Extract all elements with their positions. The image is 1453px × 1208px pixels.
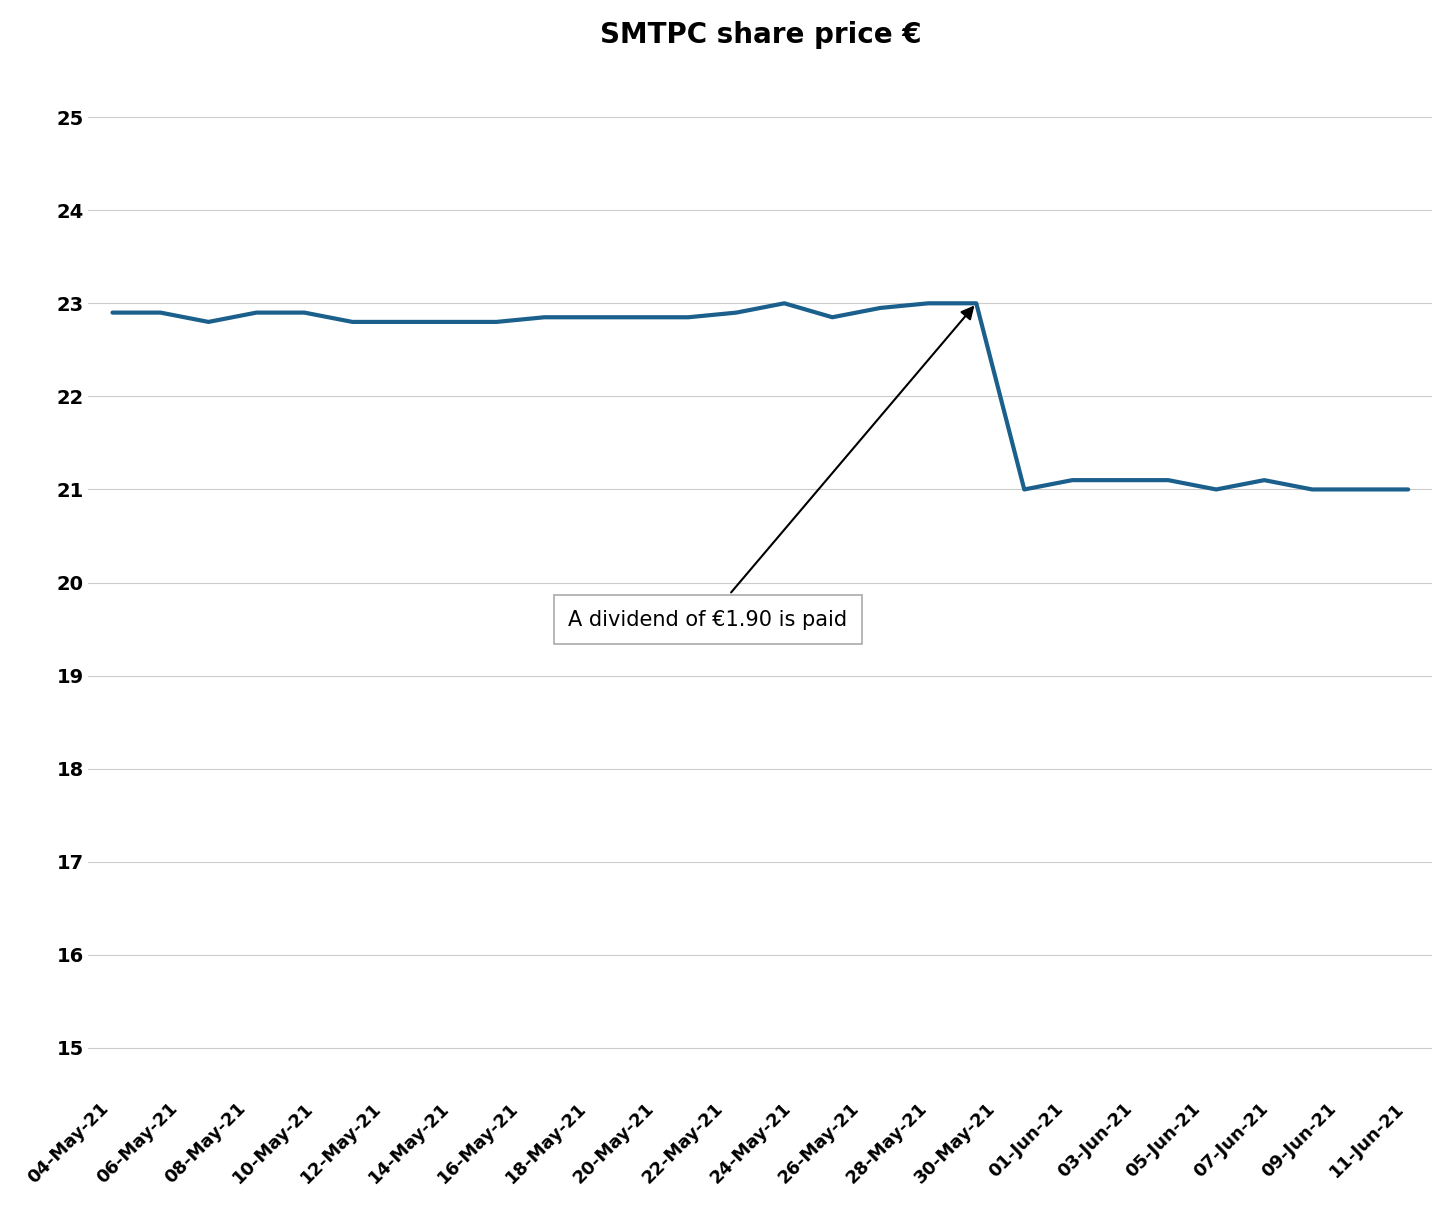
Title: SMTPC share price €: SMTPC share price €: [600, 21, 921, 48]
Text: A dividend of €1.90 is paid: A dividend of €1.90 is paid: [568, 307, 974, 629]
